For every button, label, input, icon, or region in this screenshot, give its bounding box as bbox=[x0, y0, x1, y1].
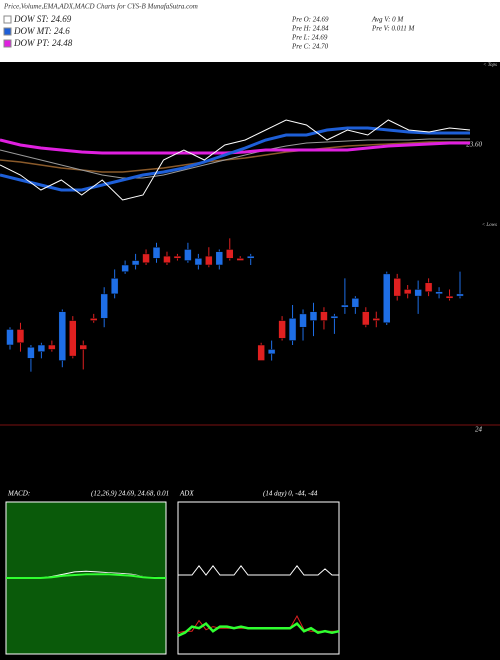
candle-body bbox=[414, 289, 422, 297]
panel-title: MACD: bbox=[7, 490, 30, 498]
candle-body bbox=[456, 293, 464, 297]
candle-body bbox=[267, 349, 276, 355]
panel-subtitle: (12,26,9) 24.69, 24.68, 0.01 bbox=[91, 490, 169, 498]
candle-body bbox=[152, 246, 161, 259]
candle-body bbox=[37, 344, 46, 352]
candle-body bbox=[100, 293, 108, 319]
candle-body bbox=[27, 346, 35, 359]
legend-swatch bbox=[3, 39, 12, 48]
candle-body bbox=[205, 255, 213, 266]
candle-body bbox=[110, 278, 119, 295]
candle-body bbox=[299, 313, 307, 328]
candle-body bbox=[320, 311, 328, 321]
series-line bbox=[6, 573, 166, 579]
volume: Avg V: 0 M bbox=[371, 16, 404, 24]
candle-body bbox=[226, 249, 234, 259]
candle-body bbox=[424, 282, 433, 292]
candle-body bbox=[362, 311, 370, 326]
candle-body bbox=[79, 344, 88, 350]
candle-body bbox=[341, 304, 349, 308]
candle-body bbox=[131, 260, 140, 266]
candle-body bbox=[435, 291, 443, 295]
candle-body bbox=[309, 311, 318, 321]
series-line bbox=[0, 126, 470, 192]
quote: Pre L: 24.69 bbox=[291, 34, 328, 42]
panel-annotation: < Tops bbox=[483, 63, 497, 68]
series-line bbox=[178, 564, 339, 576]
candle-body bbox=[58, 311, 67, 361]
candle-body bbox=[372, 318, 381, 321]
candle-body bbox=[142, 253, 150, 264]
candle-body bbox=[330, 315, 339, 319]
candle-body bbox=[445, 295, 454, 299]
candle-body bbox=[69, 320, 77, 357]
candle-body bbox=[246, 255, 255, 259]
candle-body bbox=[48, 344, 56, 350]
candle-body bbox=[194, 258, 203, 266]
series-line bbox=[177, 621, 340, 637]
candle-body bbox=[215, 251, 224, 266]
candle-body bbox=[278, 320, 286, 339]
candle-body bbox=[173, 255, 182, 259]
legend-swatch bbox=[3, 15, 12, 24]
legend-swatch bbox=[3, 27, 12, 36]
panel-subtitle: (14 day) 0, -44, -44 bbox=[263, 490, 318, 498]
candle-body bbox=[288, 318, 297, 341]
legend-label: DOW ST: 24.69 bbox=[13, 14, 72, 24]
candle-body bbox=[6, 329, 14, 346]
quote: Pre H: 24.84 bbox=[291, 25, 329, 33]
chart-title: Price,Volume,EMA,ADX,MACD Charts for CYS… bbox=[3, 3, 198, 11]
candle-body bbox=[89, 318, 98, 321]
y-tick-label: 23.60 bbox=[466, 141, 482, 149]
volume: Pre V: 0.011 M bbox=[371, 25, 415, 33]
panel-title: ADX bbox=[179, 490, 194, 498]
legend-label: DOW MT: 24.6 bbox=[13, 26, 70, 36]
candle-body bbox=[16, 329, 25, 344]
candle-body bbox=[393, 278, 401, 297]
quote: Pre C: 24.70 bbox=[291, 43, 329, 51]
candle-body bbox=[403, 289, 412, 295]
series-line bbox=[0, 138, 470, 179]
candle-body bbox=[121, 264, 129, 272]
candle-body bbox=[257, 344, 265, 361]
candle-body bbox=[236, 258, 244, 261]
candle-body bbox=[382, 273, 391, 324]
candle-body bbox=[184, 249, 192, 261]
candle-body bbox=[163, 255, 171, 264]
y-tick-label: 24 bbox=[475, 426, 483, 434]
candle-body bbox=[351, 298, 360, 308]
legend-label: DOW PT: 24.48 bbox=[13, 38, 73, 48]
panel-annotation: < Lows bbox=[482, 223, 497, 228]
series-line bbox=[0, 119, 471, 201]
quote: Pre O: 24.69 bbox=[291, 16, 329, 24]
